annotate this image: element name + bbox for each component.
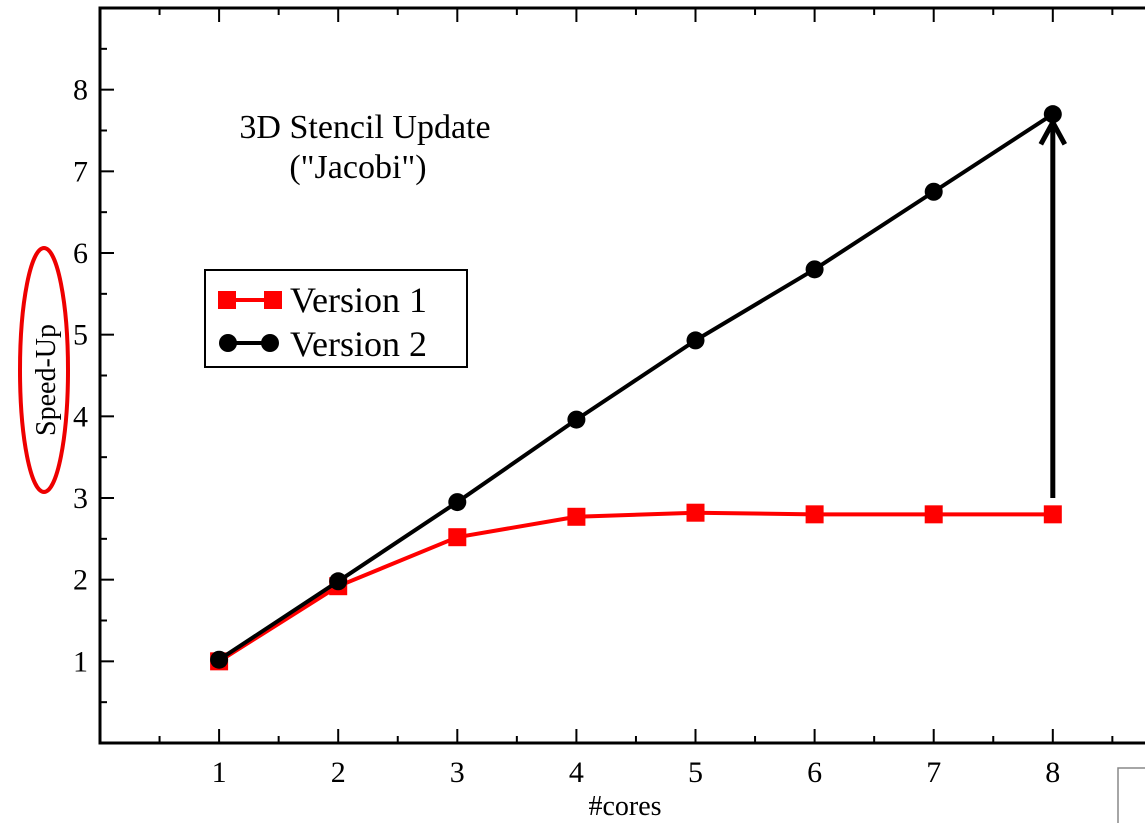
data-point-version-2 [805, 260, 824, 279]
x-axis-label: #cores [588, 791, 661, 822]
series-line-version-1 [218, 510, 1053, 664]
y-tick-labels: 1 2 3 4 5 6 7 8 [73, 74, 88, 679]
legend-marker-version-1-end [264, 291, 282, 309]
x-tick-label: 3 [450, 756, 465, 789]
legend-label-version-2: Version 2 [290, 324, 427, 364]
legend-marker-version-2 [219, 334, 237, 352]
data-point-version-1 [805, 505, 824, 524]
y-tick-label: 4 [73, 400, 88, 433]
legend-marker-version-2-end [261, 334, 279, 352]
corner-box [1117, 767, 1145, 823]
legend-marker-version-1 [218, 291, 236, 309]
x-tick-label: 8 [1045, 756, 1060, 789]
legend-box [204, 269, 468, 368]
x-tick-label: 1 [212, 756, 227, 789]
chart-title: 3D Stencil Update [239, 109, 490, 146]
data-point-version-2 [1043, 105, 1062, 124]
x-tick-label: 2 [331, 756, 346, 789]
y-tick-label: 8 [73, 74, 88, 107]
chart-subtitle: ("Jacobi") [289, 149, 426, 186]
x-tick-label: 6 [807, 756, 822, 789]
data-point-version-1 [1043, 505, 1062, 524]
data-point-version-2 [686, 331, 705, 350]
data-point-version-2 [329, 572, 348, 591]
data-point-version-1 [924, 505, 943, 524]
x-tick-label: 7 [926, 756, 941, 789]
data-point-version-1 [448, 528, 467, 547]
x-tick-label: 5 [688, 756, 703, 789]
y-tick-label: 7 [73, 155, 88, 188]
y-axis-label-highlight [18, 246, 70, 494]
y-tick-label: 5 [73, 319, 88, 352]
y-axis-label: Speed-Up [31, 324, 62, 436]
data-point-version-2 [567, 410, 586, 429]
axis-ticks [100, 8, 1114, 743]
data-point-version-2 [210, 650, 229, 669]
series-layer [210, 105, 1062, 671]
x-tick-labels: 1 2 3 4 5 6 7 8 [212, 756, 1061, 789]
y-tick-label: 3 [73, 482, 88, 515]
data-point-version-2 [448, 493, 467, 512]
data-point-version-1 [686, 503, 705, 522]
y-tick-label: 2 [73, 564, 88, 597]
series-line-version-2 [218, 112, 1054, 662]
legend-label-version-1: Version 1 [290, 280, 427, 320]
y-tick-label: 1 [73, 645, 88, 678]
legend: Version 1 Version 2 [204, 269, 468, 368]
x-tick-label: 4 [569, 756, 584, 789]
data-point-version-2 [924, 182, 943, 201]
y-tick-label: 6 [73, 237, 88, 270]
improvement-arrow [1038, 117, 1068, 498]
data-point-version-1 [567, 507, 586, 526]
